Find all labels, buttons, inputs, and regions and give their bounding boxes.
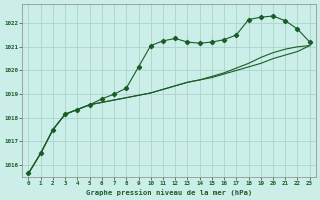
X-axis label: Graphe pression niveau de la mer (hPa): Graphe pression niveau de la mer (hPa): [86, 189, 252, 196]
